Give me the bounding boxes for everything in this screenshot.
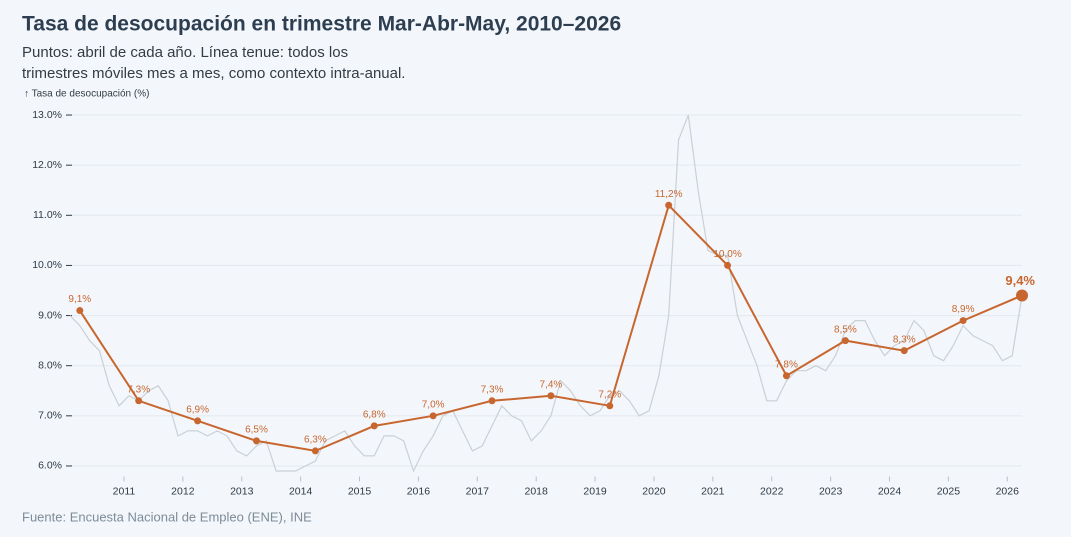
x-tick-label: 2013	[230, 485, 254, 497]
value-label: 7,3%	[481, 384, 504, 395]
y-tick-label: 10.0%	[32, 259, 62, 271]
y-tick-label: 13.0%	[32, 109, 62, 121]
value-label: 7,0%	[422, 399, 445, 410]
point	[76, 307, 84, 315]
value-label: 6,3%	[304, 435, 327, 446]
value-label: 11,2%	[655, 189, 683, 200]
value-label: 7,3%	[127, 384, 150, 395]
value-label: 7,4%	[540, 379, 563, 390]
point	[547, 392, 555, 400]
x-tick-label: 2017	[466, 485, 490, 497]
y-tick-label: 6.0%	[38, 460, 62, 472]
value-label: 8,5%	[834, 324, 857, 335]
value-label: 8,3%	[893, 334, 916, 345]
point	[1016, 289, 1028, 302]
point	[252, 437, 260, 445]
value-label: 9,4%	[1005, 273, 1035, 288]
x-tick-label: 2020	[642, 485, 666, 497]
value-label: 6,5%	[245, 425, 268, 436]
x-tick-label: 2023	[819, 485, 843, 497]
point	[429, 412, 437, 420]
point	[370, 422, 378, 430]
value-label: 6,8%	[363, 409, 386, 420]
chart-title: Tasa de desocupación en trimestre Mar-Ab…	[22, 13, 621, 36]
value-label: 7,2%	[598, 389, 621, 400]
value-label: 8,9%	[952, 304, 975, 315]
x-tick-label: 2019	[583, 485, 607, 497]
point	[724, 261, 732, 269]
y-tick-label: 7.0%	[38, 410, 62, 422]
point	[311, 447, 319, 455]
x-tick-label: 2024	[878, 485, 902, 497]
x-tick-label: 2022	[760, 485, 784, 497]
value-label: 9,1%	[68, 294, 91, 305]
point	[782, 372, 790, 380]
context-line	[69, 114, 1023, 473]
x-tick-label: 2026	[996, 485, 1020, 497]
x-tick-label: 2011	[113, 485, 136, 497]
y-tick-label: 9.0%	[38, 309, 62, 321]
point	[900, 347, 908, 355]
x-tick-label: 2018	[525, 485, 549, 497]
y-tick-label: 11.0%	[33, 209, 62, 221]
y-axis-label: ↑ Tasa de desocupación (%)	[24, 89, 149, 100]
y-tick-label: 8.0%	[38, 359, 62, 371]
point	[841, 337, 849, 345]
value-label: 7,8%	[775, 359, 798, 370]
source: Fuente: Encuesta Nacional de Empleo (ENE…	[22, 509, 312, 524]
point	[665, 201, 673, 209]
point	[194, 417, 202, 425]
x-tick-label: 2021	[701, 485, 725, 497]
point	[488, 397, 496, 405]
point	[606, 402, 614, 410]
point	[959, 317, 967, 325]
value-label: 10,0%	[713, 249, 741, 260]
x-tick-label: 2025	[937, 485, 961, 497]
x-tick-label: 2015	[348, 485, 372, 497]
x-tick-label: 2012	[171, 485, 195, 497]
subtitle: Puntos: abril de cada año. Línea tenue: …	[22, 44, 348, 61]
point	[135, 397, 143, 405]
y-tick-label: 12.0%	[32, 159, 62, 171]
subtitle: trimestres móviles mes a mes, como conte…	[22, 65, 405, 82]
x-tick-label: 2016	[407, 485, 431, 497]
x-tick-label: 2014	[289, 485, 313, 497]
value-label: 6,9%	[186, 404, 209, 415]
